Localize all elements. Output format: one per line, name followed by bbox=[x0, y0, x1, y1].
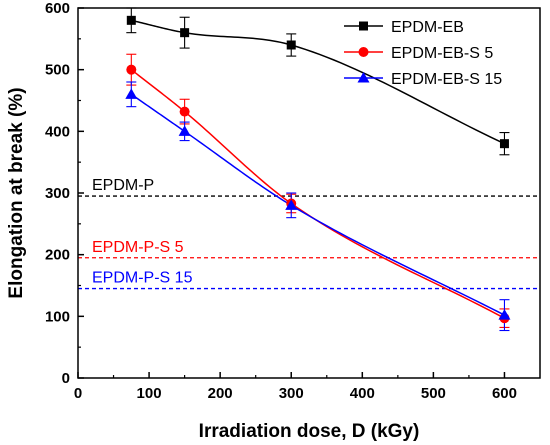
legend: EPDM-EB EPDM-EB-S 5 EPDM-EB-S 15 bbox=[344, 19, 502, 88]
y-tick-label: 200 bbox=[45, 247, 70, 264]
triangle-marker bbox=[285, 199, 298, 210]
legend-label: EPDM-EB-S 5 bbox=[391, 45, 493, 62]
x-tick-label: 300 bbox=[279, 385, 304, 402]
reference-line-label: EPDM-P-S 5 bbox=[92, 239, 184, 256]
square-marker bbox=[126, 15, 136, 25]
x-axis-title: Irradiation dose, D (kGy) bbox=[199, 421, 420, 442]
y-tick-label: 100 bbox=[45, 308, 70, 325]
x-tick-label: 600 bbox=[492, 385, 517, 402]
x-tick-label: 400 bbox=[350, 385, 375, 402]
reference-line-label: EPDM-P bbox=[92, 177, 154, 194]
y-tick-label: 600 bbox=[45, 0, 70, 17]
circle-marker bbox=[126, 64, 137, 75]
legend-label: EPDM-EB-S 15 bbox=[391, 71, 502, 88]
y-tick-label: 300 bbox=[45, 185, 70, 202]
square-marker bbox=[180, 28, 190, 38]
square-marker bbox=[499, 139, 509, 149]
legend-label: EPDM-EB bbox=[391, 19, 464, 36]
y-tick-label: 400 bbox=[45, 123, 70, 140]
y-axis-title: Elongation at break (%) bbox=[6, 87, 27, 298]
triangle-marker bbox=[178, 125, 191, 136]
triangle-marker bbox=[125, 88, 138, 99]
x-tick-label: 200 bbox=[208, 385, 233, 402]
x-tick-label: 100 bbox=[137, 385, 162, 402]
y-tick-label: 500 bbox=[45, 62, 70, 79]
reference-line-label: EPDM-P-S 15 bbox=[92, 270, 193, 287]
circle-marker bbox=[179, 106, 190, 117]
x-tick-label: 0 bbox=[74, 385, 82, 402]
circle-marker bbox=[358, 47, 369, 57]
data-markers bbox=[125, 15, 511, 324]
square-marker bbox=[286, 40, 296, 50]
y-tick-label: 0 bbox=[62, 370, 70, 387]
fit-curves bbox=[130, 19, 505, 319]
series-line bbox=[130, 93, 505, 316]
triangle-marker bbox=[498, 309, 511, 320]
square-marker bbox=[359, 21, 368, 31]
triangle-marker bbox=[357, 72, 370, 83]
reference-lines: EPDM-P EPDM-P-S 5 EPDM-P-S 15 bbox=[78, 177, 540, 290]
series-line bbox=[131, 19, 505, 145]
x-tick-label: 500 bbox=[421, 385, 446, 402]
axis-ticks: 0 100 200 300 400 500 600 0 100 200 300 400 500 600 bbox=[45, 0, 517, 402]
series-line bbox=[130, 69, 505, 319]
